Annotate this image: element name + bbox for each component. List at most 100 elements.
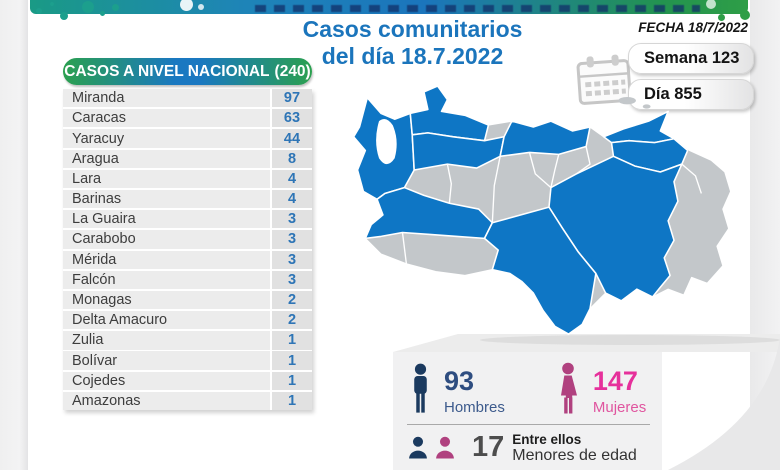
table-row: Aragua 8: [63, 149, 312, 168]
state-value: 3: [272, 210, 312, 229]
state-value: 1: [272, 351, 312, 370]
virus-splat-icon: [180, 0, 193, 11]
virus-splat-icon: [82, 1, 94, 13]
gender-stats-card: 93 Hombres 147 Mujeres: [393, 352, 662, 470]
table-row: Lara 4: [63, 169, 312, 189]
stats-divider: [407, 424, 650, 425]
virus-splat-icon: [198, 4, 204, 10]
menores-value: 17: [472, 431, 505, 463]
state-name: Yaracuy: [63, 129, 270, 148]
cases-table-total: (240): [274, 62, 311, 80]
state-name: La Guaira: [63, 210, 270, 229]
hombres-group: 93 Hombres: [407, 362, 505, 416]
state-value: 1: [272, 371, 312, 390]
semana-badge: Semana 123: [628, 43, 754, 74]
state-name: Cojedes: [63, 371, 270, 390]
table-row: Caracas 63: [63, 109, 312, 128]
table-row: Bolívar 1: [63, 351, 312, 370]
state-name: Zulia: [63, 331, 270, 350]
state-value: 4: [272, 189, 312, 209]
title-line2: del día 18.7.2022: [321, 43, 504, 69]
top-banner: [30, 0, 748, 14]
mujeres-group: 147 Mujeres: [553, 362, 646, 416]
state-name: Amazonas: [63, 391, 270, 411]
island-small: [642, 104, 651, 109]
table-row: Delta Amacuro 2: [63, 311, 312, 330]
menores-line2: Menores de edad: [512, 446, 637, 464]
child-male-icon: [409, 436, 427, 459]
menores-group: 17 Entre ellos Menores de edad: [407, 431, 650, 464]
page-title: Casos comunitarios del día 18.7.2022: [300, 16, 525, 70]
table-row: Cojedes 1: [63, 371, 312, 390]
lake-maracaibo: [376, 118, 397, 165]
state-name: Bolívar: [63, 351, 270, 370]
title-line1: Casos comunitarios: [302, 16, 523, 42]
state-value: 2: [272, 290, 312, 310]
state-name: Miranda: [63, 89, 270, 108]
menores-line1: Entre ellos: [512, 431, 582, 447]
virus-splat-icon: [100, 11, 105, 16]
female-icon: [560, 362, 577, 414]
island-margarita: [618, 96, 636, 105]
state-value: 8: [272, 149, 312, 168]
state-value: 44: [272, 129, 312, 148]
table-row: Carabobo 3: [63, 230, 312, 249]
table-row: Barinas 4: [63, 189, 312, 209]
map-region-falcon: [409, 85, 490, 142]
table-row: Zulia 1: [63, 331, 312, 350]
hombres-label: Hombres: [444, 399, 505, 416]
state-value: 97: [272, 89, 312, 108]
fecha-label: FECHA 18/7/2022: [638, 20, 748, 35]
state-value: 3: [272, 250, 312, 269]
banner-cutoff-text: [255, 5, 700, 12]
table-row: Amazonas 1: [63, 391, 312, 411]
state-name: Falcón: [63, 270, 270, 289]
map-region-andes: [364, 186, 494, 240]
state-value: 3: [272, 230, 312, 249]
child-female-icon: [436, 436, 454, 459]
cases-table: CASOS A NIVEL NACIONAL (240) Miranda 97 …: [63, 58, 312, 411]
table-row: Yaracuy 44: [63, 129, 312, 148]
state-value: 63: [272, 109, 312, 128]
table-row: Falcón 3: [63, 270, 312, 289]
page-curl-left: [0, 0, 28, 470]
state-name: Caracas: [63, 109, 270, 128]
table-row: La Guaira 3: [63, 210, 312, 229]
state-name: Mérida: [63, 250, 270, 269]
state-name: Lara: [63, 169, 270, 189]
state-border-lines: [401, 146, 702, 264]
hombres-value: 93: [444, 366, 475, 396]
calendar-icon: [576, 54, 632, 105]
virus-splat-icon: [50, 2, 54, 6]
virus-splat-icon: [740, 10, 750, 20]
male-icon: [414, 363, 427, 413]
map-region-central-coast: [499, 120, 591, 158]
virus-splat-icon: [60, 12, 68, 20]
state-value: 2: [272, 311, 312, 330]
state-name: Monagas: [63, 290, 270, 310]
state-name: Delta Amacuro: [63, 311, 270, 330]
dia-badge: Día 855: [628, 79, 754, 110]
table-row: Mérida 3: [63, 250, 312, 269]
map-region-sucre: [602, 110, 675, 144]
state-value: 4: [272, 169, 312, 189]
virus-splat-icon: [718, 14, 725, 21]
virus-splat-icon: [36, 8, 42, 14]
virus-splat-icon: [706, 0, 716, 9]
state-name: Aragua: [63, 149, 270, 168]
state-value: 1: [272, 331, 312, 350]
state-value: 3: [272, 270, 312, 289]
virus-splat-icon: [112, 4, 119, 11]
cases-table-title: CASOS A NIVEL NACIONAL: [64, 62, 270, 80]
mujeres-label: Mujeres: [592, 399, 647, 416]
cases-table-header: CASOS A NIVEL NACIONAL (240): [63, 58, 312, 85]
state-value: 1: [272, 391, 312, 411]
stats-card-shadow: [393, 334, 780, 470]
table-row: Monagas 2: [63, 290, 312, 310]
state-name: Carabobo: [63, 230, 270, 249]
venezuela-map: [352, 85, 732, 335]
state-name: Barinas: [63, 189, 270, 209]
map-region-amazonas: [483, 206, 597, 335]
table-row: Miranda 97: [63, 89, 312, 108]
